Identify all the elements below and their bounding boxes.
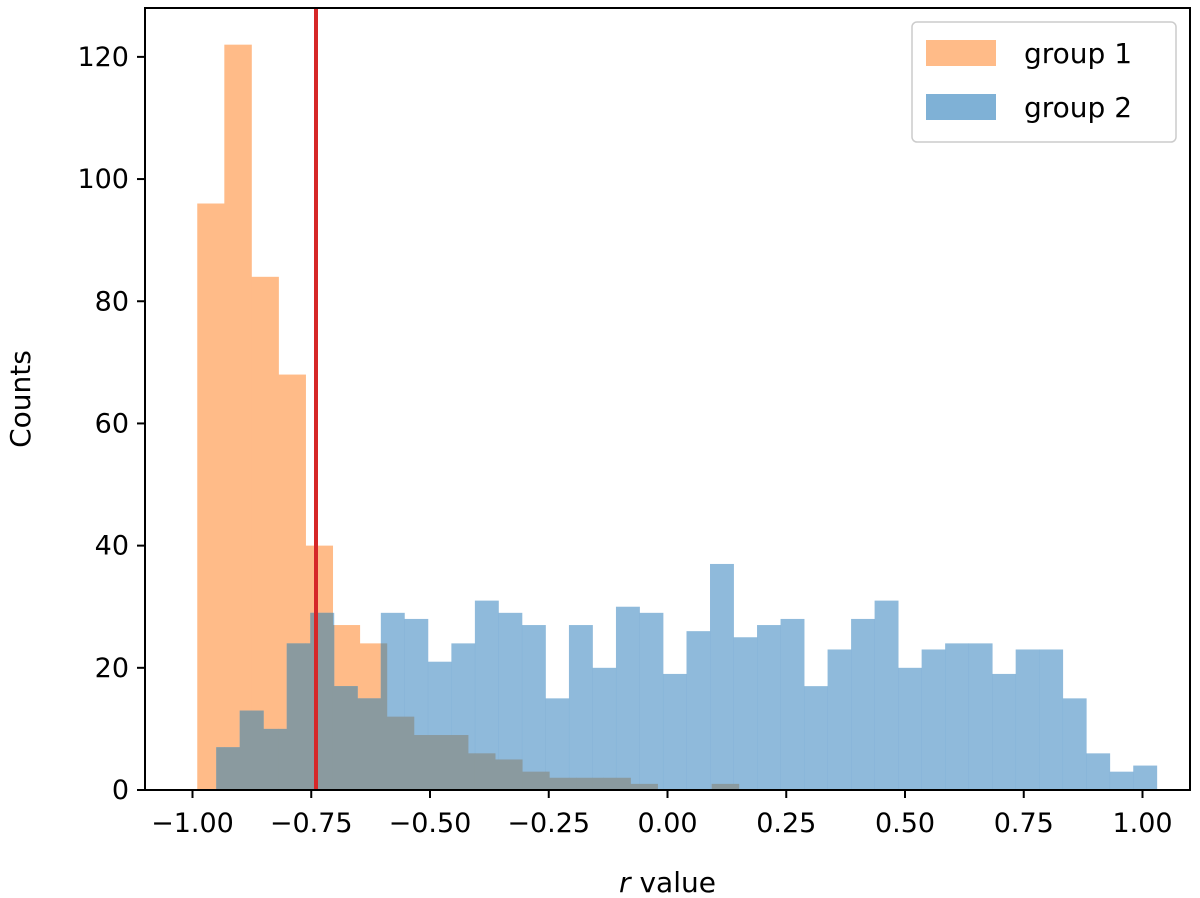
overlap-bar bbox=[263, 728, 279, 790]
overlap-bar bbox=[332, 625, 335, 790]
y-tick-label: 60 bbox=[95, 408, 129, 439]
legend-swatch bbox=[926, 94, 996, 120]
x-tick-label: 0.25 bbox=[756, 808, 816, 839]
histogram-bar bbox=[1109, 771, 1134, 790]
histogram-bar bbox=[968, 643, 993, 790]
x-tick-label: 1.00 bbox=[1112, 808, 1172, 839]
y-axis-ticks: 0 20 40 60 80 100 120 bbox=[77, 42, 145, 806]
overlap-bar bbox=[545, 771, 550, 790]
histogram-bar bbox=[639, 612, 664, 790]
histogram-bar bbox=[615, 606, 640, 790]
x-tick-label: 0.50 bbox=[875, 808, 935, 839]
histogram-bar bbox=[992, 673, 1017, 790]
overlap-bar bbox=[495, 759, 499, 790]
y-tick-label: 100 bbox=[77, 164, 129, 195]
overlap-bar bbox=[451, 735, 469, 790]
overlap-bar bbox=[286, 643, 306, 790]
histogram-bar bbox=[827, 649, 852, 790]
x-tick-label: 0.00 bbox=[637, 808, 697, 839]
overlap-bar bbox=[413, 735, 429, 790]
legend-label: group 2 bbox=[1024, 91, 1132, 124]
x-tick-label: 0.75 bbox=[994, 808, 1054, 839]
histogram-bar bbox=[251, 276, 279, 790]
histogram-bar bbox=[780, 618, 805, 790]
histogram-bar bbox=[662, 673, 687, 790]
overlap-bar bbox=[549, 777, 570, 790]
overlap-bar bbox=[576, 777, 593, 790]
overlap-bar bbox=[239, 710, 252, 790]
histogram-bar bbox=[921, 649, 946, 790]
overlap-bar bbox=[357, 698, 361, 790]
x-tick-label: −0.50 bbox=[389, 808, 472, 839]
x-tick-label: −1.00 bbox=[151, 808, 234, 839]
histogram-bar bbox=[197, 203, 225, 790]
overlap-bar bbox=[639, 783, 658, 790]
histogram-bar bbox=[1133, 765, 1158, 790]
overlap-bar bbox=[224, 747, 241, 790]
y-tick-label: 40 bbox=[95, 531, 129, 562]
legend-label: group 1 bbox=[1024, 37, 1132, 70]
histogram-bar bbox=[874, 600, 899, 790]
histogram-bar bbox=[851, 618, 875, 790]
overlap-bar bbox=[468, 753, 476, 790]
overlap-bar bbox=[310, 612, 334, 790]
x-axis-label-italic: r bbox=[619, 866, 632, 898]
x-tick-label: −0.25 bbox=[507, 808, 590, 839]
overlap-bar bbox=[278, 728, 288, 790]
x-axis-label-rest: value bbox=[631, 866, 716, 898]
y-tick-label: 80 bbox=[95, 286, 129, 317]
histogram-bar bbox=[521, 625, 546, 790]
overlap-bar bbox=[711, 783, 734, 790]
overlap-bar bbox=[251, 710, 264, 790]
histogram-bar bbox=[1086, 753, 1111, 790]
y-tick-label: 20 bbox=[95, 653, 129, 684]
x-axis-ticks: −1.00 −0.75 −0.50 −0.25 0.00 0.25 0.50 0.75 1.00 bbox=[151, 790, 1173, 839]
overlap-bar bbox=[568, 777, 577, 790]
histogram-bar bbox=[898, 667, 923, 790]
overlap-bar bbox=[522, 771, 546, 790]
overlap-bar bbox=[592, 777, 604, 790]
histogram-bar bbox=[1039, 649, 1064, 790]
histogram-bar bbox=[804, 686, 828, 790]
histogram-bar bbox=[686, 631, 711, 790]
histogram-bar bbox=[545, 698, 570, 790]
overlap-bar bbox=[305, 643, 311, 790]
overlap-bar bbox=[440, 735, 452, 790]
histogram-bar bbox=[945, 643, 970, 790]
x-axis-label: r value bbox=[619, 866, 716, 898]
y-axis-label: Counts bbox=[4, 350, 37, 448]
legend: group 1 group 2 bbox=[911, 21, 1177, 143]
overlap-bar bbox=[498, 759, 523, 790]
overlap-bar bbox=[474, 753, 496, 790]
histogram-bar bbox=[733, 637, 758, 790]
histogram-bar bbox=[710, 563, 734, 790]
histogram-bar bbox=[1015, 649, 1040, 790]
overlap-bar bbox=[733, 783, 740, 790]
x-tick-label: −0.75 bbox=[270, 808, 353, 839]
histogram-bar bbox=[592, 667, 617, 790]
overlap-bar bbox=[404, 716, 415, 790]
histogram-bar bbox=[1062, 698, 1087, 790]
overlap-bar bbox=[216, 747, 225, 790]
histogram-bar bbox=[568, 625, 593, 790]
histogram-bar bbox=[757, 625, 781, 790]
overlap-bar bbox=[386, 716, 405, 790]
overlap-bars bbox=[216, 612, 740, 790]
histogram-bar bbox=[224, 44, 252, 790]
histogram-bar bbox=[498, 612, 523, 790]
y-tick-label: 0 bbox=[112, 775, 129, 806]
overlap-bar bbox=[615, 777, 631, 790]
overlap-bar bbox=[630, 783, 640, 790]
legend-swatch bbox=[926, 40, 996, 66]
overlap-bar bbox=[333, 686, 358, 790]
overlap-bar bbox=[427, 735, 442, 790]
overlap-bar bbox=[603, 777, 617, 790]
overlap-bar bbox=[359, 698, 382, 790]
histogram-bar bbox=[474, 600, 499, 790]
y-tick-label: 120 bbox=[77, 42, 129, 73]
overlap-bar bbox=[380, 643, 388, 790]
